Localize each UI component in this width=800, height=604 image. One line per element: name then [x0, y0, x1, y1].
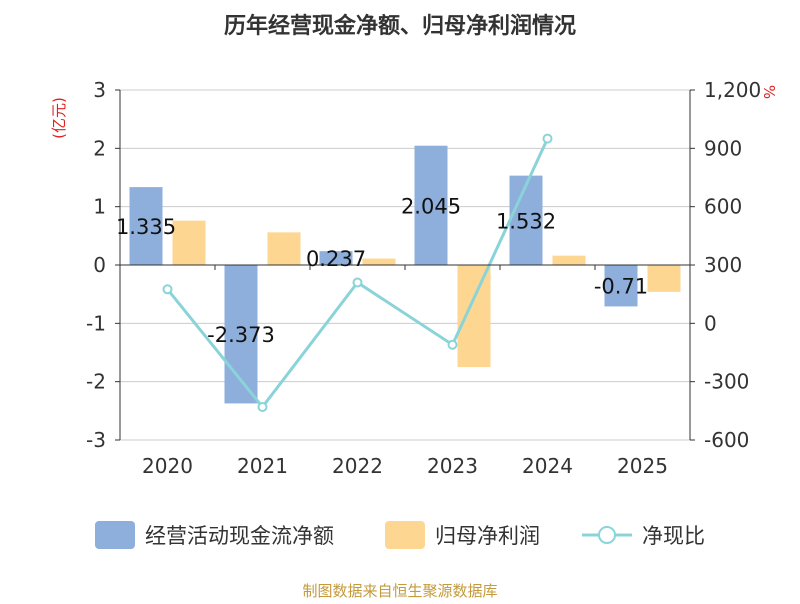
cashflow-value-label: -0.71 — [594, 275, 648, 299]
ratio-point — [162, 284, 173, 295]
x-tick-label: 2021 — [237, 454, 288, 478]
data-labels: 1.335 -2.373 0.237 2.045 1.532 -0.71 — [116, 194, 648, 347]
y-left-tick-label: 3 — [93, 78, 106, 102]
cashflow-bar — [319, 251, 353, 265]
legend-swatch — [385, 521, 425, 549]
ratio-point — [257, 401, 268, 412]
legend-marker — [598, 526, 616, 544]
net-profit-bar — [172, 220, 206, 265]
ratio-point — [542, 133, 553, 144]
axes: 3 2 1 0 -1 -2 -3 1,200 900 600 300 0 -300 -600 2020 202… — [86, 78, 761, 478]
legend-swatch — [95, 521, 135, 549]
data-source-note: 制图数据来自恒生聚源数据库 — [302, 582, 497, 600]
cashflow-value-label: 2.045 — [401, 194, 461, 218]
y-right-tick-label: -300 — [704, 370, 749, 394]
x-tick-label: 2023 — [427, 454, 478, 478]
cashflow-value-label: 1.532 — [496, 209, 556, 233]
legend: 经营活动现金流净额 归母净利润 净现比 — [95, 521, 705, 549]
ratio-point — [352, 277, 363, 288]
x-tick-label: 2024 — [522, 454, 573, 478]
y-right-tick-label: 1,200 — [704, 78, 761, 102]
net-profit-bar — [647, 265, 681, 292]
y-left-tick-label: -2 — [86, 370, 106, 394]
cashflow-value-label: 1.335 — [116, 215, 176, 239]
y-left-axis-label: (亿元) — [50, 97, 68, 139]
y-right-axis-label: % — [760, 85, 778, 99]
cashflow-bar — [509, 175, 543, 265]
y-right-tick-label: 0 — [704, 311, 717, 335]
ratio-line — [162, 133, 553, 412]
bars — [129, 145, 681, 404]
chart-title: 历年经营现金净额、归母净利润情况 — [224, 13, 576, 39]
y-right-tick-label: -600 — [704, 428, 749, 452]
y-left-tick-label: -3 — [86, 428, 106, 452]
y-right-tick-label: 900 — [704, 136, 742, 160]
legend-label: 经营活动现金流净额 — [145, 524, 334, 548]
y-right-tick-label: 600 — [704, 195, 742, 219]
cashflow-value-label: -2.373 — [207, 323, 275, 347]
cashflow-bar — [414, 145, 448, 265]
x-tick-label: 2025 — [617, 454, 668, 478]
y-left-tick-label: 1 — [93, 195, 106, 219]
ratio-point — [447, 339, 458, 350]
legend-label: 净现比 — [642, 524, 705, 548]
legend-label: 归母净利润 — [435, 524, 540, 548]
net-profit-bar — [552, 255, 586, 265]
y-right-tick-label: 300 — [704, 253, 742, 277]
y-left-tick-label: -1 — [86, 311, 106, 335]
x-tick-label: 2020 — [142, 454, 193, 478]
cashflow-value-label: 0.237 — [306, 247, 366, 271]
net-profit-bar — [267, 232, 301, 265]
x-tick-label: 2022 — [332, 454, 383, 478]
cashflow-bar — [129, 187, 163, 265]
y-left-tick-label: 2 — [93, 136, 106, 160]
cashflow-bar — [604, 265, 638, 307]
y-left-tick-label: 0 — [93, 253, 106, 277]
net-profit-bar — [457, 265, 491, 368]
net-profit-bar — [362, 258, 396, 265]
